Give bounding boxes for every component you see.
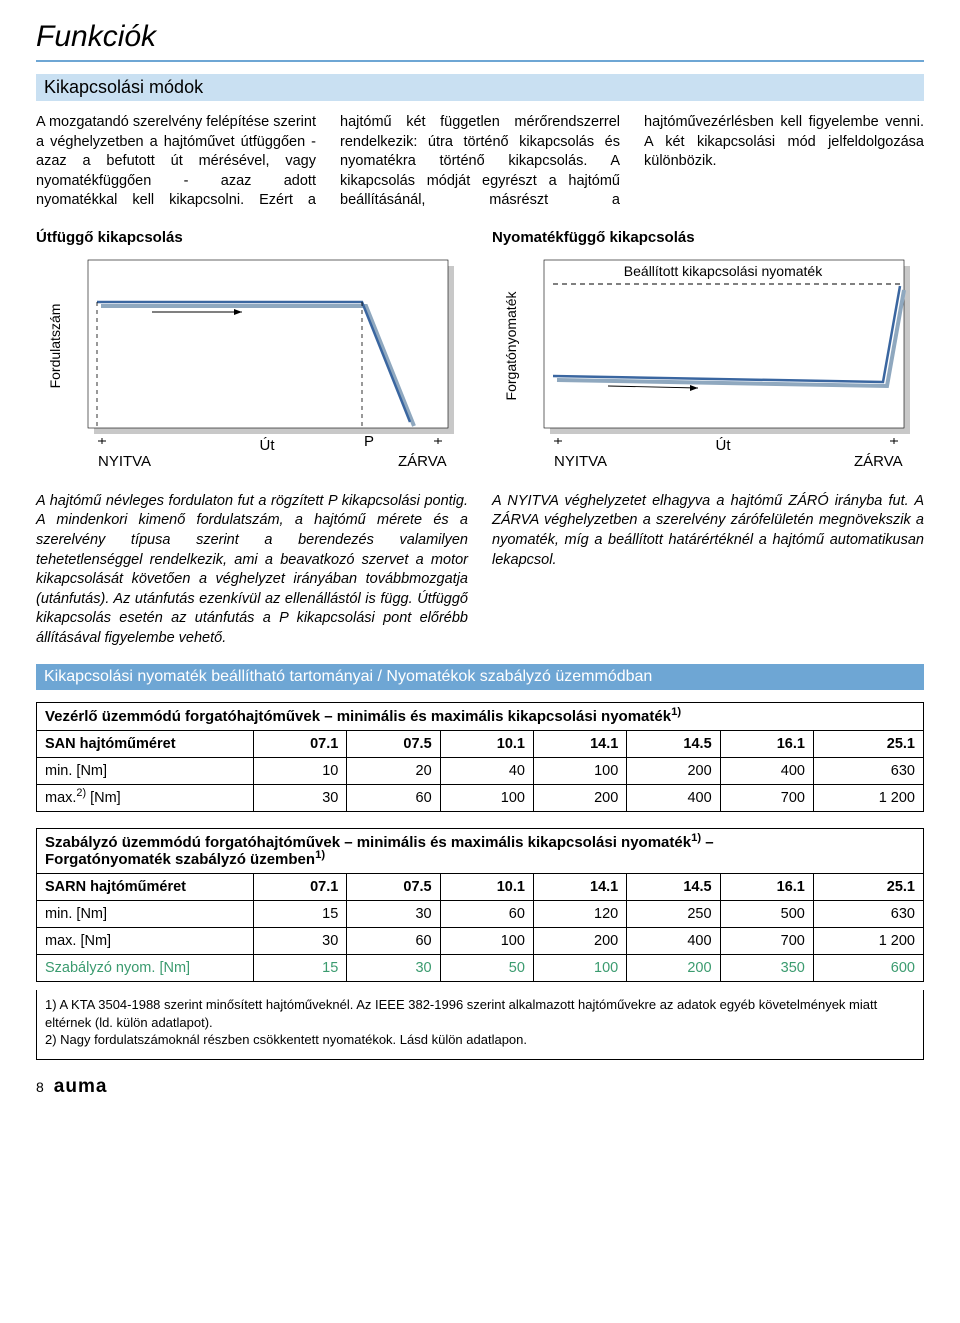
svg-text:ZÁRVA: ZÁRVA xyxy=(854,453,903,470)
table-sarn: Szabályzó üzemmódú forgatóhajtóművek – m… xyxy=(36,828,924,982)
ranges-bar: Kikapcsolási nyomaték beállítható tartom… xyxy=(36,664,924,690)
svg-text:Út: Út xyxy=(716,437,732,454)
svg-text:NYITVA: NYITVA xyxy=(554,453,607,470)
left-chart-title: Útfüggő kikapcsolás xyxy=(36,229,468,246)
svg-text:Beállított kikapcsolási nyomat: Beállított kikapcsolási nyomaték xyxy=(624,263,823,279)
left-chart: Fordulatszám NYITVA xyxy=(36,256,468,476)
left-chart-desc: A hajtómű névleges fordulaton fut a rögz… xyxy=(36,492,468,649)
page-title: Funkciók xyxy=(36,20,924,62)
svg-text:ZÁRVA: ZÁRVA xyxy=(398,453,447,470)
svg-text:NYITVA: NYITVA xyxy=(98,453,151,470)
footer: 8 auma xyxy=(36,1076,924,1098)
footnotes: 1) A KTA 3504-1988 szerint minősített ha… xyxy=(36,990,924,1060)
right-chart-desc: A NYITVA véghelyzetet elhagyva a hajtómű… xyxy=(492,492,924,649)
right-chart: Forgatónyomaték Beállított kikapcsolási … xyxy=(492,256,924,476)
svg-text:Fordulatszám: Fordulatszám xyxy=(47,303,63,388)
right-chart-title: Nyomatékfüggő kikapcsolás xyxy=(492,229,924,246)
svg-text:Forgatónyomaték: Forgatónyomaték xyxy=(503,290,519,400)
svg-text:Út: Út xyxy=(260,437,276,454)
auma-logo: auma xyxy=(54,1076,108,1098)
page-number: 8 xyxy=(36,1079,44,1095)
svg-text:P: P xyxy=(364,433,374,450)
table-san: Vezérlő üzemmódú forgatóhajtóművek – min… xyxy=(36,702,924,812)
intro-text: A mozgatandó szerelvény felépítése szeri… xyxy=(36,113,924,211)
section-bar: Kikapcsolási módok xyxy=(36,74,924,101)
